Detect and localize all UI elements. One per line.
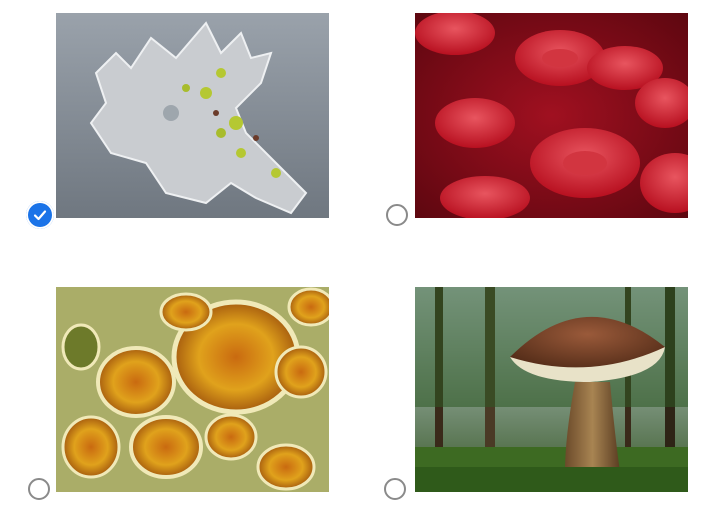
option-red-blood-cells[interactable] [384, 13, 720, 253]
option-amoeba[interactable] [26, 13, 366, 253]
mushroom-image[interactable] [415, 287, 688, 492]
option-mushroom[interactable] [384, 287, 720, 527]
option-plant-tissue[interactable] [26, 287, 366, 527]
radio-unselected-icon[interactable] [28, 478, 50, 500]
radio-selected-icon[interactable] [26, 201, 54, 229]
radio-unselected-icon[interactable] [384, 478, 406, 500]
amoeba-image[interactable] [56, 13, 329, 218]
red-blood-cells-image[interactable] [415, 13, 688, 218]
check-icon [33, 210, 47, 221]
plant-tissue-image[interactable] [56, 287, 329, 492]
radio-unselected-icon[interactable] [386, 204, 408, 226]
